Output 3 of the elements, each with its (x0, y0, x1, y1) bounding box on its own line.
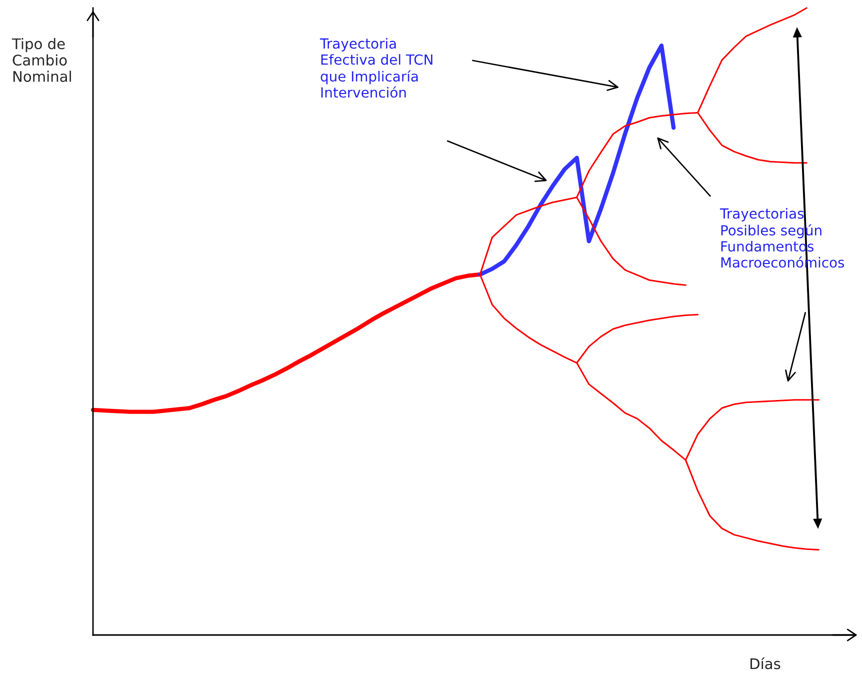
x-axis-title: Días (750, 657, 780, 670)
y-axis-title: Tipo de Cambio Nominal (12, 38, 71, 82)
annotation: Trayectoria Efectiva del TCN que Implicaría Intervención (320, 38, 432, 98)
